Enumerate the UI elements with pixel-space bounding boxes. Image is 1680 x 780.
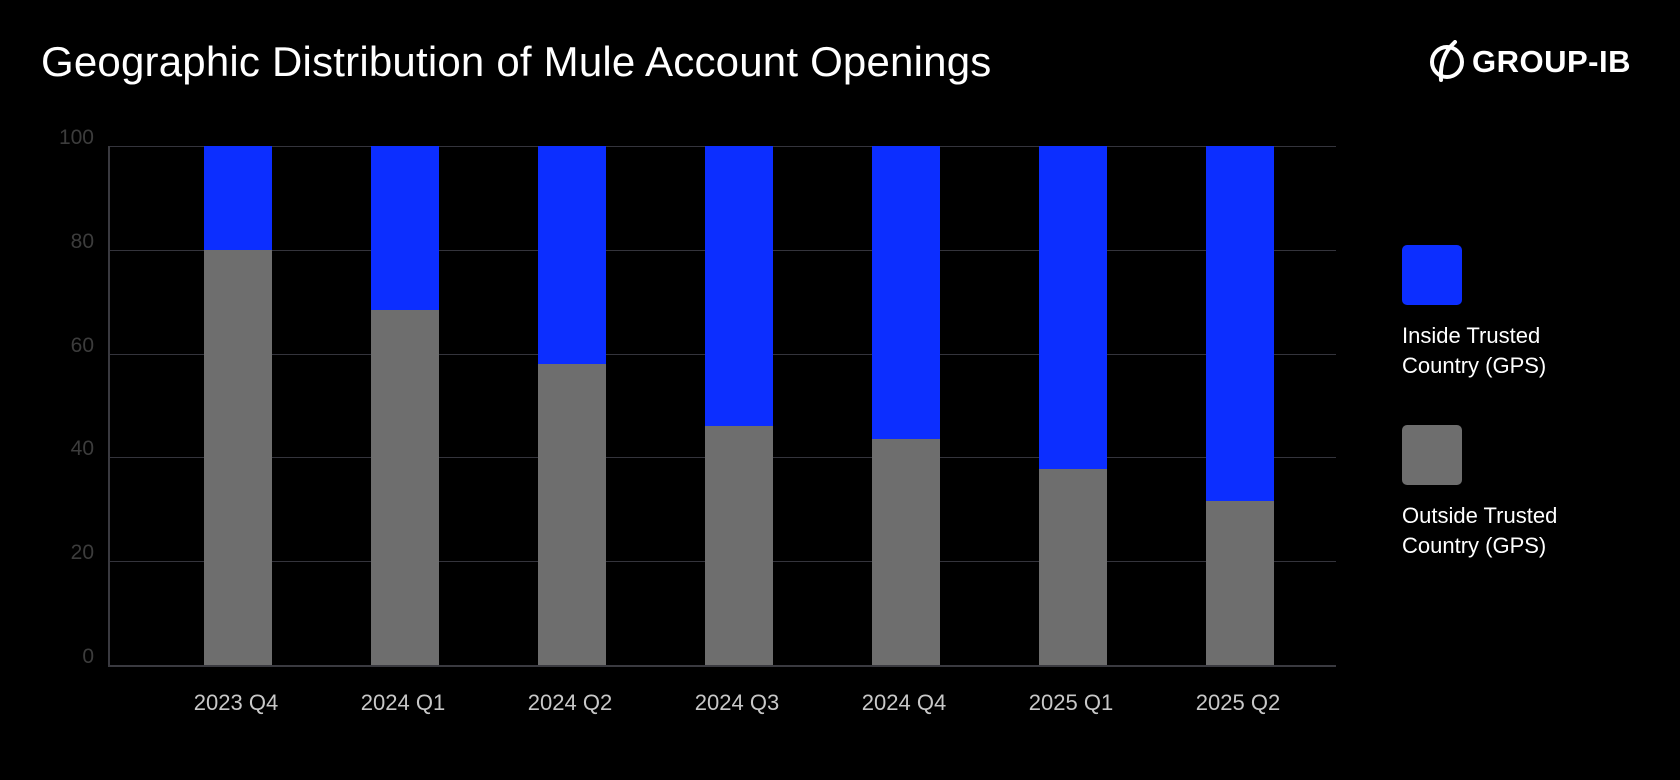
y-tick-label: 0 [82,645,94,668]
bar-2024-q4 [872,146,940,665]
x-tick-label: 2025 Q1 [1028,690,1114,715]
legend-swatch-inside [1402,245,1462,305]
y-tick-label: 60 [70,333,94,357]
brand-logo: GROUP-IB [1428,40,1631,84]
x-tick-label: 2023 Q4 [193,690,279,715]
bar-segment [538,363,606,665]
bar-2024-q1 [371,146,439,665]
bar-segment [204,249,272,665]
legend-item-inside: Inside Trusted Country (GPS) [1402,245,1622,381]
bar-segment [872,146,940,440]
legend-item-outside: Outside Trusted Country (GPS) [1402,425,1622,561]
chart-title: Geographic Distribution of Mule Account … [41,38,992,85]
bar-segment [1039,146,1107,469]
bar-segment [705,426,773,665]
bar-2025-q2 [1206,146,1274,665]
bar-2024-q3 [705,146,773,665]
bar-segment [705,146,773,427]
bar-segment [1206,501,1274,665]
bar-segment [371,310,439,665]
bar-2025-q1 [1039,146,1107,665]
y-tick-label: 80 [70,229,94,253]
y-tick-label: 40 [70,437,94,461]
x-tick-label: 2024 Q3 [694,690,780,715]
legend-label-inside: Inside Trusted Country (GPS) [1402,323,1547,378]
x-tick-label: 2024 Q1 [360,690,446,715]
bar-segment [1206,146,1274,501]
bar-segment [371,146,439,311]
bar-2024-q2 [538,146,606,665]
plot-area [108,146,1336,667]
brand-name: GROUP-IB [1472,44,1631,79]
bar-2023-q4 [204,146,272,665]
y-tick-label: 100 [58,126,94,149]
legend-label-outside: Outside Trusted Country (GPS) [1402,503,1558,558]
x-tick-label: 2024 Q2 [527,690,613,715]
x-tick-label: 2024 Q4 [861,690,947,715]
bar-segment [1039,468,1107,665]
y-tick-label: 20 [70,541,94,565]
bar-segment [204,146,272,250]
legend-swatch-outside [1402,425,1462,485]
x-tick-label: 2025 Q2 [1195,690,1281,715]
group-ib-logo-icon [1430,40,1464,82]
bar-segment [872,439,940,665]
bar-segment [538,146,606,364]
